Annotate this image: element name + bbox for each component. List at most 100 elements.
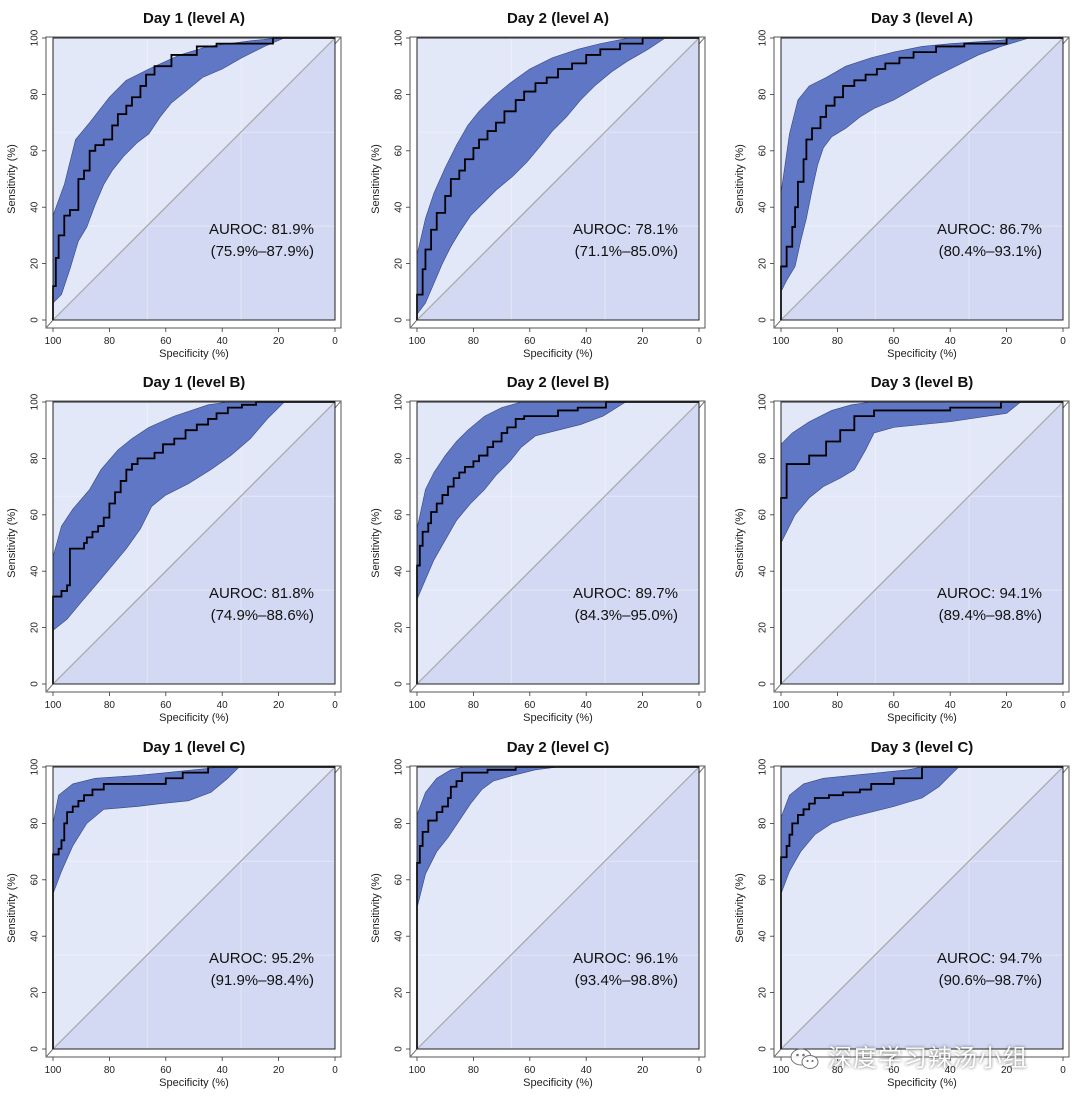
y-tick-label: 100 <box>758 758 769 775</box>
diagonal-line <box>416 401 700 685</box>
auroc-value: AUROC: 81.8% <box>209 585 314 602</box>
y-axis-label: Sensitivity (%) <box>6 873 18 943</box>
x-tick-label: 40 <box>217 700 229 711</box>
x-axis-label: Specificity (%) <box>887 1077 957 1089</box>
frame-edge <box>1062 36 1070 45</box>
diagonal-line <box>780 37 1064 321</box>
x-tick-label: 100 <box>773 336 790 347</box>
x-tick-label: 20 <box>637 1065 649 1076</box>
wechat-icon <box>790 1047 820 1071</box>
x-tick-label: 80 <box>104 700 116 711</box>
x-tick-label: 100 <box>45 700 62 711</box>
roc-curve <box>52 37 335 320</box>
frame-edge <box>45 1048 54 1058</box>
auroc-ci: (90.6%–98.7%) <box>939 972 1042 989</box>
roc-panel-7: 100 80 60 40 20 0 0 20 40 60 80 100 Day 1 (level C) S… <box>6 739 342 1089</box>
roc-curve <box>416 37 699 320</box>
frame-edge <box>45 683 54 693</box>
auroc-ci: (91.9%–98.4%) <box>211 972 314 989</box>
frame-edge <box>773 319 782 329</box>
x-axis-label: Specificity (%) <box>523 712 593 724</box>
x-tick-label: 20 <box>273 336 285 347</box>
y-tick-label: 20 <box>30 258 41 270</box>
y-tick-label: 60 <box>758 145 769 157</box>
x-tick-label: 20 <box>1001 1065 1013 1076</box>
y-tick-label: 20 <box>30 622 41 634</box>
x-tick-label: 40 <box>581 1065 593 1076</box>
x-tick-label: 40 <box>581 336 593 347</box>
y-axis-label: Sensitivity (%) <box>370 873 382 943</box>
auroc-value: AUROC: 94.7% <box>937 950 1042 967</box>
auroc-ci: (80.4%–93.1%) <box>939 243 1042 260</box>
y-axis-label: Sensitivity (%) <box>370 144 382 214</box>
y-tick-label: 40 <box>758 565 769 577</box>
roc-curve <box>52 401 335 684</box>
ci-band <box>416 401 699 684</box>
auroc-ci: (89.4%–98.8%) <box>939 607 1042 624</box>
x-tick-label: 40 <box>581 700 593 711</box>
y-tick-label: 40 <box>394 201 405 213</box>
y-tick-label: 0 <box>394 317 405 323</box>
y-tick-label: 80 <box>30 817 41 829</box>
x-tick-label: 100 <box>409 1065 426 1076</box>
ci-band <box>52 766 335 1049</box>
diagonal-line <box>52 766 336 1050</box>
x-tick-label: 80 <box>468 336 480 347</box>
x-tick-label: 20 <box>1001 700 1013 711</box>
roc-panel-1: 100 80 60 40 20 0 0 20 40 60 80 100 Day 1 (level A) S… <box>6 10 342 360</box>
y-tick-label: 20 <box>758 622 769 634</box>
x-tick-label: 100 <box>45 336 62 347</box>
x-tick-label: 80 <box>468 1065 480 1076</box>
ci-band <box>416 766 699 1049</box>
x-tick-label: 80 <box>832 1065 844 1076</box>
roc-curve <box>52 766 335 1049</box>
y-axis-label: Sensitivity (%) <box>370 508 382 578</box>
frame-edge <box>334 765 342 774</box>
x-tick-label: 0 <box>696 336 702 347</box>
x-axis-label: Specificity (%) <box>887 712 957 724</box>
x-tick-label: 80 <box>832 336 844 347</box>
x-tick-label: 40 <box>945 336 957 347</box>
x-tick-label: 60 <box>524 1065 536 1076</box>
diagonal-line <box>416 37 700 321</box>
y-tick-label: 20 <box>758 258 769 270</box>
y-tick-label: 40 <box>394 930 405 942</box>
ci-band <box>416 37 699 320</box>
y-tick-label: 0 <box>30 317 41 323</box>
frame-edge <box>698 400 706 409</box>
auroc-value: AUROC: 96.1% <box>573 950 678 967</box>
x-tick-label: 0 <box>1060 700 1066 711</box>
x-tick-label: 0 <box>1060 1065 1066 1076</box>
x-tick-label: 0 <box>696 1065 702 1076</box>
x-tick-label: 60 <box>160 700 172 711</box>
auroc-ci: (84.3%–95.0%) <box>575 607 678 624</box>
ci-band <box>52 401 335 684</box>
y-tick-label: 80 <box>394 452 405 464</box>
roc-panel-5: 100 80 60 40 20 0 0 20 40 60 80 100 Day 2 (level B) S… <box>370 374 706 724</box>
y-tick-label: 40 <box>758 930 769 942</box>
x-tick-label: 80 <box>104 336 116 347</box>
plot-border <box>780 766 1064 1050</box>
plot-border <box>52 401 336 685</box>
y-tick-label: 80 <box>758 452 769 464</box>
plot-border <box>780 401 1064 685</box>
x-tick-label: 100 <box>45 1065 62 1076</box>
y-axis-label: Sensitivity (%) <box>734 508 746 578</box>
diagonal-line <box>780 766 1064 1050</box>
y-axis-label: Sensitivity (%) <box>734 144 746 214</box>
auroc-value: AUROC: 95.2% <box>209 950 314 967</box>
y-tick-label: 60 <box>30 874 41 886</box>
plot-border <box>52 766 336 1050</box>
frame-edge <box>334 36 342 45</box>
x-tick-label: 0 <box>1060 336 1066 347</box>
y-tick-label: 100 <box>394 758 405 775</box>
y-tick-label: 80 <box>30 452 41 464</box>
roc-curve <box>416 766 699 1049</box>
chart-title: Day 1 (level C) <box>143 739 246 756</box>
roc-panel-9: 100 80 60 40 20 0 0 20 40 60 80 100 Day 3 (level C) S… <box>734 739 1070 1089</box>
x-tick-label: 0 <box>332 700 338 711</box>
x-tick-label: 0 <box>696 700 702 711</box>
x-tick-label: 60 <box>888 1065 900 1076</box>
y-tick-label: 100 <box>30 393 41 410</box>
